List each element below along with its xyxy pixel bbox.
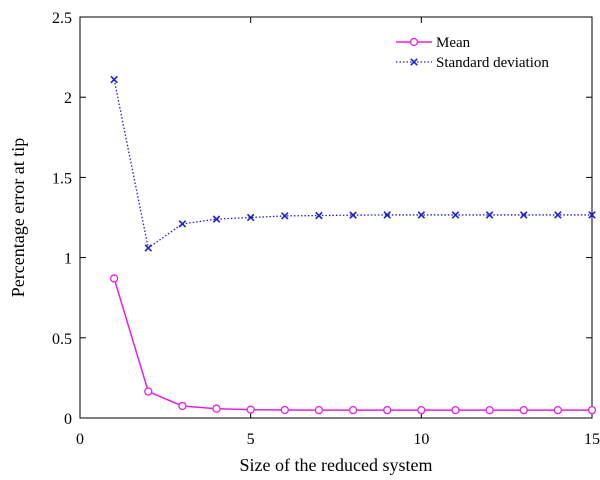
y-tick-label: 0.5 bbox=[52, 331, 72, 348]
data-point-mean bbox=[109, 274, 119, 283]
data-point-mean bbox=[144, 387, 153, 396]
x-tick-label: 15 bbox=[584, 431, 600, 448]
data-point-standard-deviation-stroke bbox=[588, 211, 596, 219]
data-point-mean bbox=[519, 405, 528, 415]
x-tick-label: 10 bbox=[413, 431, 429, 448]
legend-marker bbox=[409, 37, 419, 47]
data-point-mean bbox=[178, 401, 187, 411]
data-point-standard-deviation bbox=[178, 220, 187, 228]
data-point-mean bbox=[280, 405, 289, 415]
data-point-standard-deviation-stroke bbox=[315, 211, 323, 220]
y-tick-label: 0 bbox=[64, 411, 72, 428]
data-point-standard-deviation-stroke bbox=[417, 211, 426, 219]
data-point-standard-deviation bbox=[281, 212, 289, 220]
data-point-standard-deviation bbox=[554, 211, 562, 219]
y-tick-label: 1.5 bbox=[52, 170, 72, 187]
legend: Mean Standard deviation bbox=[396, 35, 549, 71]
legend-marker-stroke bbox=[410, 58, 418, 66]
legend-label: Standard deviation bbox=[436, 55, 549, 71]
y-tick-label: 2 bbox=[64, 90, 72, 107]
data-point-standard-deviation-stroke bbox=[246, 213, 255, 222]
data-point-standard-deviation bbox=[349, 211, 357, 219]
data-point-mean bbox=[212, 404, 221, 413]
y-tick-label: 1 bbox=[64, 251, 72, 268]
data-point-standard-deviation bbox=[451, 211, 460, 219]
data-point-standard-deviation bbox=[383, 211, 391, 219]
data-point-standard-deviation-stroke bbox=[281, 212, 289, 220]
data-point-mean bbox=[553, 405, 563, 415]
data-point-mean bbox=[383, 405, 392, 415]
series-layer bbox=[109, 75, 597, 415]
data-point-standard-deviation-stroke bbox=[554, 211, 562, 219]
legend-label: Mean bbox=[436, 35, 471, 51]
data-point-mean bbox=[587, 405, 597, 415]
data-point-mean bbox=[314, 405, 324, 415]
data-point-standard-deviation bbox=[110, 75, 118, 84]
data-point-standard-deviation bbox=[519, 211, 528, 219]
data-point-mean bbox=[348, 405, 358, 415]
data-point-standard-deviation bbox=[144, 244, 153, 252]
data-point-mean bbox=[246, 405, 255, 414]
legend-marker bbox=[410, 58, 418, 66]
data-point-standard-deviation-stroke bbox=[110, 75, 118, 84]
series-line-mean bbox=[113, 278, 592, 411]
y-axis-label: Percentage error at tip bbox=[8, 138, 28, 297]
x-tick-label: 0 bbox=[76, 431, 84, 448]
data-point-standard-deviation bbox=[485, 211, 494, 219]
axes-layer: 0 5 10 15 0 0.5 1 1.5 2 2.5 bbox=[52, 10, 600, 448]
data-point-standard-deviation-stroke bbox=[349, 211, 357, 219]
series-line-standard-deviation bbox=[113, 79, 592, 250]
data-point-mean bbox=[451, 405, 460, 415]
data-point-standard-deviation bbox=[417, 211, 426, 219]
data-point-standard-deviation bbox=[315, 211, 323, 220]
data-point-standard-deviation-stroke bbox=[451, 211, 460, 219]
data-point-standard-deviation-stroke bbox=[144, 244, 153, 252]
y-tick-label: 2.5 bbox=[52, 10, 72, 27]
data-point-standard-deviation-stroke bbox=[178, 220, 187, 228]
data-point-standard-deviation-stroke bbox=[212, 215, 221, 223]
data-point-mean bbox=[485, 405, 494, 415]
data-point-standard-deviation-stroke bbox=[519, 211, 528, 219]
data-point-standard-deviation bbox=[588, 211, 596, 219]
data-point-standard-deviation bbox=[212, 215, 221, 223]
x-axis-label: Size of the reduced system bbox=[240, 455, 433, 475]
plot-frame bbox=[79, 16, 593, 419]
data-point-standard-deviation bbox=[246, 213, 255, 222]
data-point-mean bbox=[417, 405, 426, 415]
data-point-standard-deviation-stroke bbox=[383, 211, 391, 219]
data-point-standard-deviation-stroke bbox=[485, 211, 494, 219]
x-tick-label: 5 bbox=[247, 431, 255, 448]
